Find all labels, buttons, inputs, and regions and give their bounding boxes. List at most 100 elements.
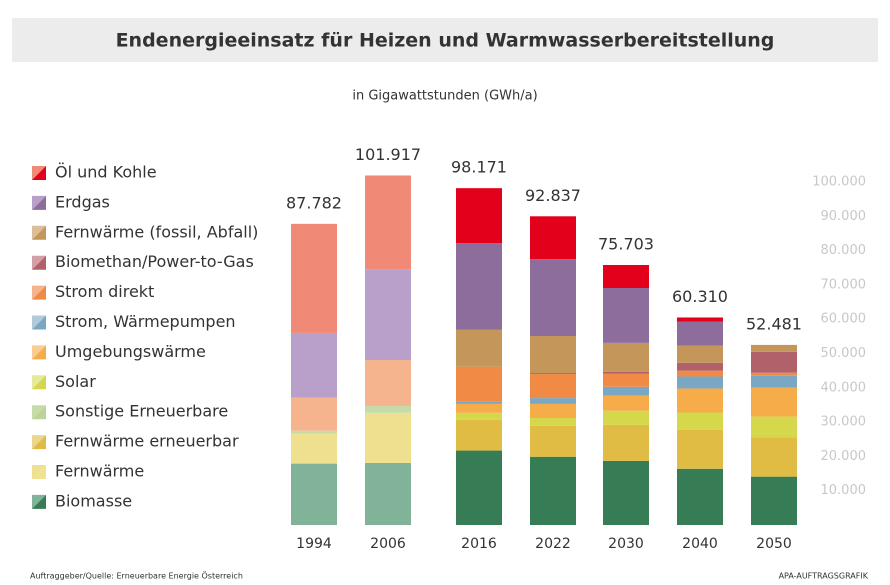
subtitle: in Gigawattstunden (GWh/a) <box>352 89 537 104</box>
bar-segment <box>677 388 723 413</box>
legend-label: Strom, Wärmepumpen <box>55 312 236 331</box>
bar-segment <box>456 243 502 330</box>
bar-segment <box>530 336 576 374</box>
bar-segment <box>603 342 649 372</box>
y-tick-label: 10.000 <box>821 483 867 498</box>
bar-segment <box>677 345 723 363</box>
bar-segment <box>530 374 576 399</box>
total-label: 60.310 <box>672 287 728 306</box>
legend-label: Solar <box>55 372 96 391</box>
bar-segment <box>365 412 411 463</box>
y-tick-label: 20.000 <box>821 449 867 464</box>
bar-segment <box>603 460 649 525</box>
bar-segment <box>603 395 649 411</box>
bar-segment <box>677 468 723 525</box>
legend-swatch <box>32 255 46 270</box>
y-tick-label: 70.000 <box>821 277 867 292</box>
legend-swatch <box>32 345 46 360</box>
x-tick-label: 2016 <box>461 536 497 552</box>
y-tick-label: 30.000 <box>821 415 867 430</box>
bar-segment <box>677 321 723 346</box>
bar-segment <box>291 430 337 434</box>
bar-segment <box>365 269 411 361</box>
x-tick-label: 1994 <box>296 536 332 552</box>
legend-swatch <box>32 195 46 210</box>
bar-segment <box>291 433 337 464</box>
title-band <box>12 18 878 62</box>
x-tick-label: 2022 <box>535 536 571 552</box>
legend-swatch <box>32 315 46 330</box>
x-tick-label: 2006 <box>370 536 406 552</box>
y-tick-label: 90.000 <box>821 209 867 224</box>
total-label: 98.171 <box>451 158 507 177</box>
bar-segment <box>530 373 576 375</box>
legend-label: Erdgas <box>55 192 110 211</box>
bar-segment <box>365 175 411 270</box>
total-label: 87.782 <box>286 193 342 212</box>
bar-segment <box>751 344 797 352</box>
total-label: 52.481 <box>746 314 802 333</box>
bar-segment <box>365 462 411 525</box>
total-label: 75.703 <box>598 235 654 254</box>
bar-segment <box>456 329 502 367</box>
y-tick-label: 100.000 <box>812 175 866 190</box>
bar-segment <box>751 476 797 525</box>
x-tick-label: 2030 <box>608 536 644 552</box>
legend-label: Biomasse <box>55 491 132 510</box>
bar-segment <box>456 401 502 404</box>
legend-label: Strom direkt <box>55 282 154 301</box>
bar-segment <box>751 387 797 417</box>
y-tick-label: 80.000 <box>821 243 867 258</box>
x-tick-label: 2040 <box>682 536 718 552</box>
legend-swatch <box>32 375 46 390</box>
bar-segment <box>291 223 337 333</box>
legend-swatch <box>32 465 46 479</box>
bar-segment <box>677 412 723 430</box>
bar-segment <box>530 425 576 457</box>
bar-segment <box>751 437 797 477</box>
legend-label: Sonstige Erneuerbare <box>55 402 228 421</box>
bar-segment <box>530 417 576 426</box>
bar-segment <box>291 332 337 398</box>
bar-segment <box>677 370 723 377</box>
bar-segment <box>456 419 502 451</box>
bar-segment <box>456 450 502 525</box>
total-label: 101.917 <box>355 145 421 164</box>
bar-segment <box>677 362 723 371</box>
legend-swatch <box>32 255 46 270</box>
chart-title: Endenergieeinsatz für Heizen und Warmwas… <box>116 30 775 52</box>
bar-segment <box>603 265 649 288</box>
y-tick-label: 60.000 <box>821 312 867 327</box>
bar-segment <box>530 456 576 525</box>
bar-segment <box>530 216 576 260</box>
bar-segment <box>751 416 797 438</box>
bar-segment <box>677 429 723 469</box>
bar-segment <box>677 376 723 389</box>
legend-label: Fernwärme erneuerbar <box>55 432 239 451</box>
bar-segment <box>530 398 576 404</box>
legend-swatch <box>32 405 46 420</box>
bar-segment <box>603 287 649 343</box>
bar-segment <box>456 188 502 244</box>
y-tick-label: 50.000 <box>821 346 867 361</box>
bar-segment <box>603 424 649 461</box>
legend-label: Fernwärme (fossil, Abfall) <box>55 222 258 241</box>
bar-segment <box>365 405 411 413</box>
bar-segment <box>291 397 337 431</box>
bar-segment <box>677 317 723 322</box>
legend-swatch <box>32 285 46 300</box>
legend-swatch <box>32 435 46 450</box>
bar-segment <box>530 403 576 418</box>
bar-segment <box>751 375 797 388</box>
bar-segment <box>530 259 576 337</box>
source: Auftraggeber/Quelle: Erneuerbare Energie… <box>30 571 243 581</box>
bar-segment <box>456 403 502 413</box>
bar-segment <box>365 360 411 406</box>
bar-segment <box>751 351 797 373</box>
legend-swatch <box>32 494 46 509</box>
credit: APA-AUFTRAGSGRAFIK <box>779 572 869 581</box>
bar-segment <box>456 366 502 402</box>
